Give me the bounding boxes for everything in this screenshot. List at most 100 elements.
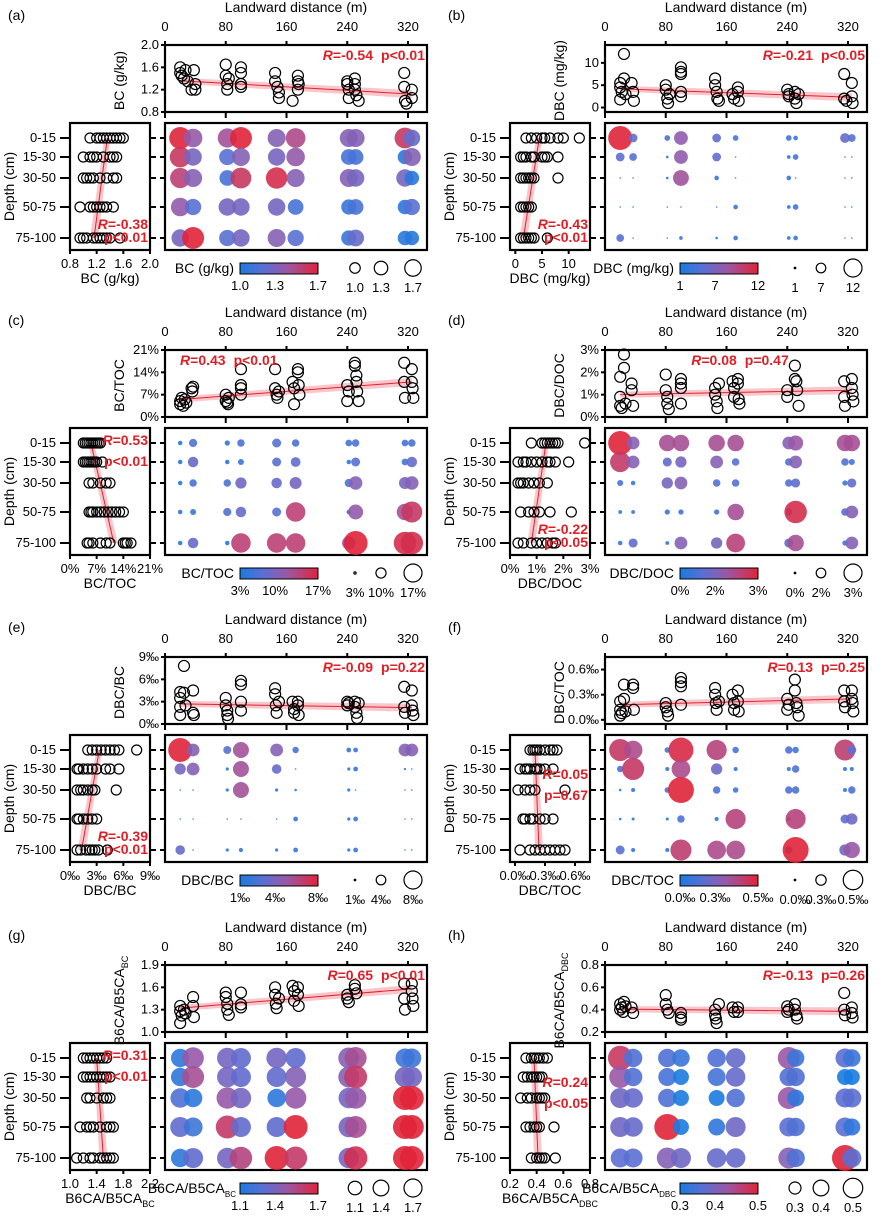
top-y-axis-title-group: DBC/TOC: [551, 661, 567, 724]
top-data-point: [407, 391, 420, 404]
left-data-point: [528, 1121, 540, 1133]
r-equals: =: [108, 216, 116, 232]
bubble-mark: [784, 500, 807, 524]
left-data-point: [520, 172, 532, 184]
bubble-mark: [275, 788, 279, 792]
top-data-point: [674, 372, 688, 386]
colorbar-title: DBC (mg/kg): [593, 260, 674, 276]
top-data-point: [626, 399, 640, 412]
left-data-point: [94, 201, 106, 213]
left-data-point: [113, 763, 125, 775]
panel-label: (e): [8, 619, 25, 635]
top-data-point: [674, 397, 688, 410]
top-data-point: [659, 696, 672, 710]
top-y-tick-label: 5: [592, 77, 599, 92]
top-y-tick-label: 1.6: [141, 59, 159, 74]
depth-tick-label: 0-15: [30, 742, 56, 757]
size-legend-circle: [793, 266, 797, 270]
r-equals: =: [113, 1047, 121, 1063]
top-correlation-stat: R=-0.09 p=0.22: [323, 659, 425, 675]
r-symbol: R: [691, 352, 702, 368]
left-data-point: [86, 813, 98, 825]
bubble-mark: [706, 1148, 727, 1168]
bubble-mark: [628, 133, 638, 143]
size-legend-circle: [347, 1180, 363, 1196]
left-data-point: [101, 1092, 113, 1104]
bubble-mark: [626, 455, 640, 469]
bubble-mark: [348, 476, 363, 490]
top-data-point: [782, 698, 795, 711]
top-y-tick-label: 0.2: [581, 1024, 599, 1039]
top-y-axis-title: BC/TOC: [111, 359, 127, 412]
bubble-mark: [789, 455, 803, 469]
left-data-point: [100, 477, 112, 489]
r-equals: =: [553, 766, 561, 782]
bubble-mark: [725, 1048, 746, 1068]
top-data-point: [189, 83, 202, 96]
top-data-point: [625, 377, 638, 390]
top-data-point: [709, 681, 722, 695]
top-data-point: [177, 686, 191, 699]
left-x-axis-title-sub: DBC: [579, 1199, 599, 1209]
top-data-point: [732, 393, 745, 406]
bubble-mark: [714, 175, 719, 181]
top-data-point: [619, 1000, 632, 1013]
size-legend-circle: [843, 563, 863, 583]
bubble-mark: [400, 531, 424, 555]
size-legend-label: 0.0‰: [779, 892, 810, 907]
top-data-point: [781, 390, 794, 404]
bubble-mark: [266, 533, 287, 553]
left-data-point: [520, 1121, 532, 1133]
left-data-point: [544, 506, 556, 518]
left-data-point: [75, 844, 87, 856]
r-value: =: [333, 47, 341, 63]
bubble-mark: [786, 1067, 805, 1087]
left-data-point: [525, 1071, 537, 1083]
bubble-mark: [665, 541, 670, 545]
bubble-mark: [785, 786, 793, 794]
top-data-point: [405, 699, 418, 712]
top-fit-line: [620, 389, 852, 396]
left-x-tick-label: 0%: [61, 561, 80, 576]
bubble-mark: [725, 1117, 746, 1137]
bubble-mark: [272, 457, 282, 467]
left-x-tick-label: 5: [538, 256, 545, 271]
bubble-mark: [725, 808, 746, 830]
colorbar-title: BC (g/kg): [175, 260, 234, 276]
top-data-point: [272, 86, 286, 99]
bubble-mark: [617, 540, 623, 546]
bubble-mark: [403, 767, 407, 771]
left-data-point: [82, 813, 94, 825]
bubble-mark: [786, 155, 791, 159]
bubble-mark: [286, 147, 305, 167]
r-value-number: -0.09: [341, 659, 373, 675]
left-data-point: [94, 537, 107, 549]
left-data-point: [533, 1052, 545, 1064]
left-data-point: [536, 1071, 548, 1083]
top-data-point: [348, 83, 361, 96]
left-data-point: [114, 132, 126, 144]
bubble-mark: [347, 149, 364, 165]
left-data-point: [107, 1121, 119, 1133]
left-correlation-p: p<0.01: [104, 453, 148, 469]
top-data-point: [788, 1003, 801, 1016]
colorbar: [679, 1182, 759, 1195]
top-data-point: [291, 363, 304, 376]
bubble-plot-frame: [603, 733, 869, 864]
top-data-point: [674, 671, 688, 685]
left-data-point: [104, 477, 116, 489]
colorbar-title: B6CA/B5CABC: [148, 1180, 236, 1199]
top-y-axis-title: DBC/BC: [111, 666, 127, 719]
left-x-tick-label: 14%: [110, 561, 136, 576]
bubble-mark: [845, 505, 859, 519]
size-legend-circle: [815, 262, 827, 274]
bubble-mark: [734, 156, 737, 158]
left-data-point: [515, 172, 527, 184]
bubble-mark: [225, 767, 229, 771]
top-data-point: [221, 77, 234, 91]
left-data-point: [73, 763, 85, 775]
bubble-mark: [630, 480, 636, 486]
bubble-mark: [271, 764, 282, 774]
left-data-point: [544, 744, 556, 756]
top-data-point: [626, 1006, 640, 1020]
